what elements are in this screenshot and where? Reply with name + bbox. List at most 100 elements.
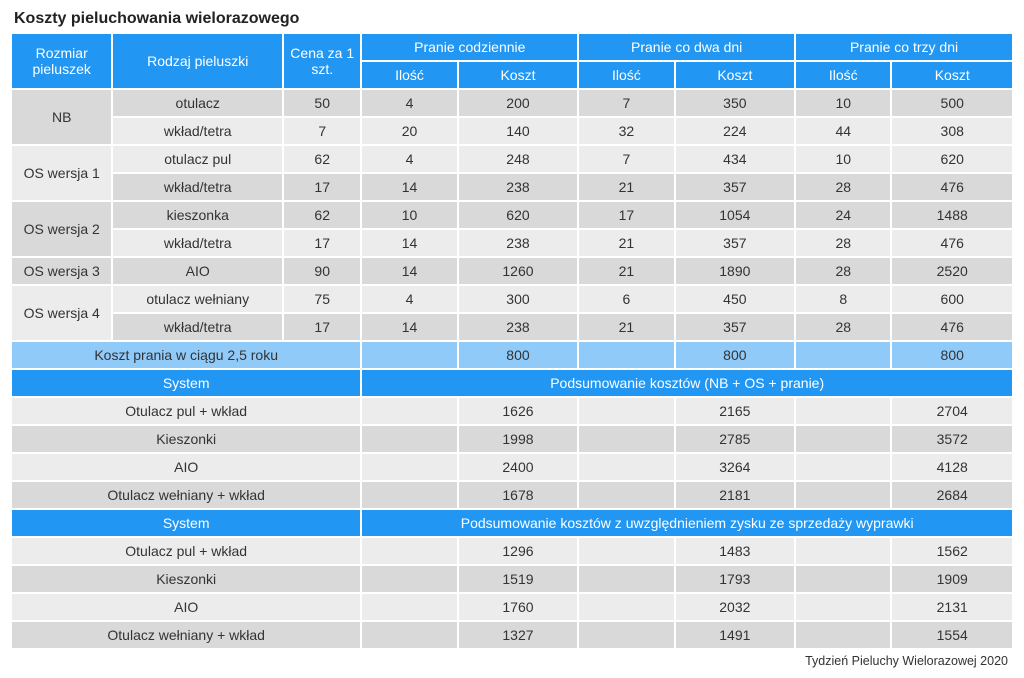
page-title: Koszty pieluchowania wielorazowego [14,10,1012,28]
summary-label: Kieszonki [12,425,361,453]
three-day-qty: 8 [795,285,891,313]
three-day-qty: 44 [795,117,891,145]
two-day-cost: 450 [675,285,795,313]
summary-value: 2131 [891,593,1012,621]
three-day-cost: 476 [891,229,1012,257]
table-row: wkład/tetra17142382135728476 [12,229,1012,257]
table-row: OS wersja 4otulacz wełniany7543006450860… [12,285,1012,313]
summary-value: 2165 [675,397,795,425]
daily-cost: 140 [458,117,578,145]
size-cell: OS wersja 2 [12,201,112,257]
summary-label: Otulacz wełniany + wkład [12,481,361,509]
two-day-cost: 434 [675,145,795,173]
summary-label: AIO [12,593,361,621]
daily-cost: 620 [458,201,578,229]
two-day-cost: 357 [675,313,795,341]
two-day-cost: 357 [675,173,795,201]
summary-value: 1909 [891,565,1012,593]
daily-qty: 14 [361,257,457,285]
two-day-qty: 21 [578,229,674,257]
table-row: OS wersja 3AIO90141260211890282520 [12,257,1012,285]
daily-cost: 248 [458,145,578,173]
two-day-qty: 32 [578,117,674,145]
type-cell: wkład/tetra [112,313,283,341]
summary-value: 3264 [675,453,795,481]
summary-value: 2785 [675,425,795,453]
daily-qty: 14 [361,229,457,257]
sub-qty-header: Ilość [361,61,457,89]
sub-qty-header: Ilość [795,61,891,89]
two-day-qty: 6 [578,285,674,313]
two-day-qty: 21 [578,257,674,285]
summary-value: 1678 [458,481,578,509]
daily-cost: 300 [458,285,578,313]
three-day-cost: 1488 [891,201,1012,229]
summary-label: Otulacz wełniany + wkład [12,621,361,649]
summary-value: 2704 [891,397,1012,425]
summary-value: 1998 [458,425,578,453]
daily-qty: 4 [361,89,457,117]
table-row: wkład/tetra17142382135728476 [12,313,1012,341]
two-day-qty: 21 [578,313,674,341]
price-cell: 75 [283,285,361,313]
summary-row: Otulacz pul + wkład162621652704 [12,397,1012,425]
summary-value: 1562 [891,537,1012,565]
sub-cost-header: Koszt [675,61,795,89]
summary-row: Kieszonki151917931909 [12,565,1012,593]
summary-row: Kieszonki199827853572 [12,425,1012,453]
col-price-header: Cena za 1 szt. [283,34,361,89]
two-day-qty: 7 [578,145,674,173]
type-cell: AIO [112,257,283,285]
three-day-qty: 10 [795,89,891,117]
footer-credit: Tydzień Pieluchy Wielorazowej 2020 [12,654,1012,668]
type-cell: otulacz [112,89,283,117]
summary-value: 1483 [675,537,795,565]
two-day-cost: 1890 [675,257,795,285]
type-cell: otulacz pul [112,145,283,173]
size-cell: OS wersja 4 [12,285,112,341]
type-cell: otulacz wełniany [112,285,283,313]
summary-header-row: SystemPodsumowanie kosztów (NB + OS + pr… [12,369,1012,397]
price-cell: 62 [283,145,361,173]
summary-row: AIO 1760 2032 2131 [12,593,1012,621]
table-row: wkład/tetra17142382135728476 [12,173,1012,201]
type-cell: wkład/tetra [112,117,283,145]
price-cell: 90 [283,257,361,285]
two-day-cost: 350 [675,89,795,117]
summary-label: Otulacz pul + wkład [12,537,361,565]
three-day-cost: 476 [891,313,1012,341]
summary-value: 1327 [458,621,578,649]
size-cell: OS wersja 3 [12,257,112,285]
sub-qty-header: Ilość [578,61,674,89]
table-row: OS wersja 1otulacz pul624248743410620 [12,145,1012,173]
summary-value: 2032 [675,593,795,621]
three-day-qty: 10 [795,145,891,173]
type-cell: kieszonka [112,201,283,229]
summary-value: 1491 [675,621,795,649]
type-cell: wkład/tetra [112,229,283,257]
group-3days-header: Pranie co trzy dni [795,34,1012,61]
daily-cost: 1260 [458,257,578,285]
summary-value: 4128 [891,453,1012,481]
price-cell: 17 [283,173,361,201]
three-day-cost: 2520 [891,257,1012,285]
summary-value: 1519 [458,565,578,593]
summary-value: 1760 [458,593,578,621]
summary-value: 2684 [891,481,1012,509]
daily-qty: 20 [361,117,457,145]
price-cell: 7 [283,117,361,145]
summary-value: 2400 [458,453,578,481]
two-day-qty: 17 [578,201,674,229]
two-day-cost: 1054 [675,201,795,229]
type-cell: wkład/tetra [112,173,283,201]
size-cell: NB [12,89,112,145]
daily-cost: 200 [458,89,578,117]
three-day-qty: 24 [795,201,891,229]
col-type-header: Rodzaj pieluszki [112,34,283,89]
three-day-cost: 620 [891,145,1012,173]
summary-row: Otulacz pul + wkład129614831562 [12,537,1012,565]
daily-qty: 14 [361,313,457,341]
table-row: NBotulacz504200735010500 [12,89,1012,117]
washing-cost-row: Koszt prania w ciągu 2,5 roku800800800 [12,341,1012,369]
price-cell: 17 [283,229,361,257]
